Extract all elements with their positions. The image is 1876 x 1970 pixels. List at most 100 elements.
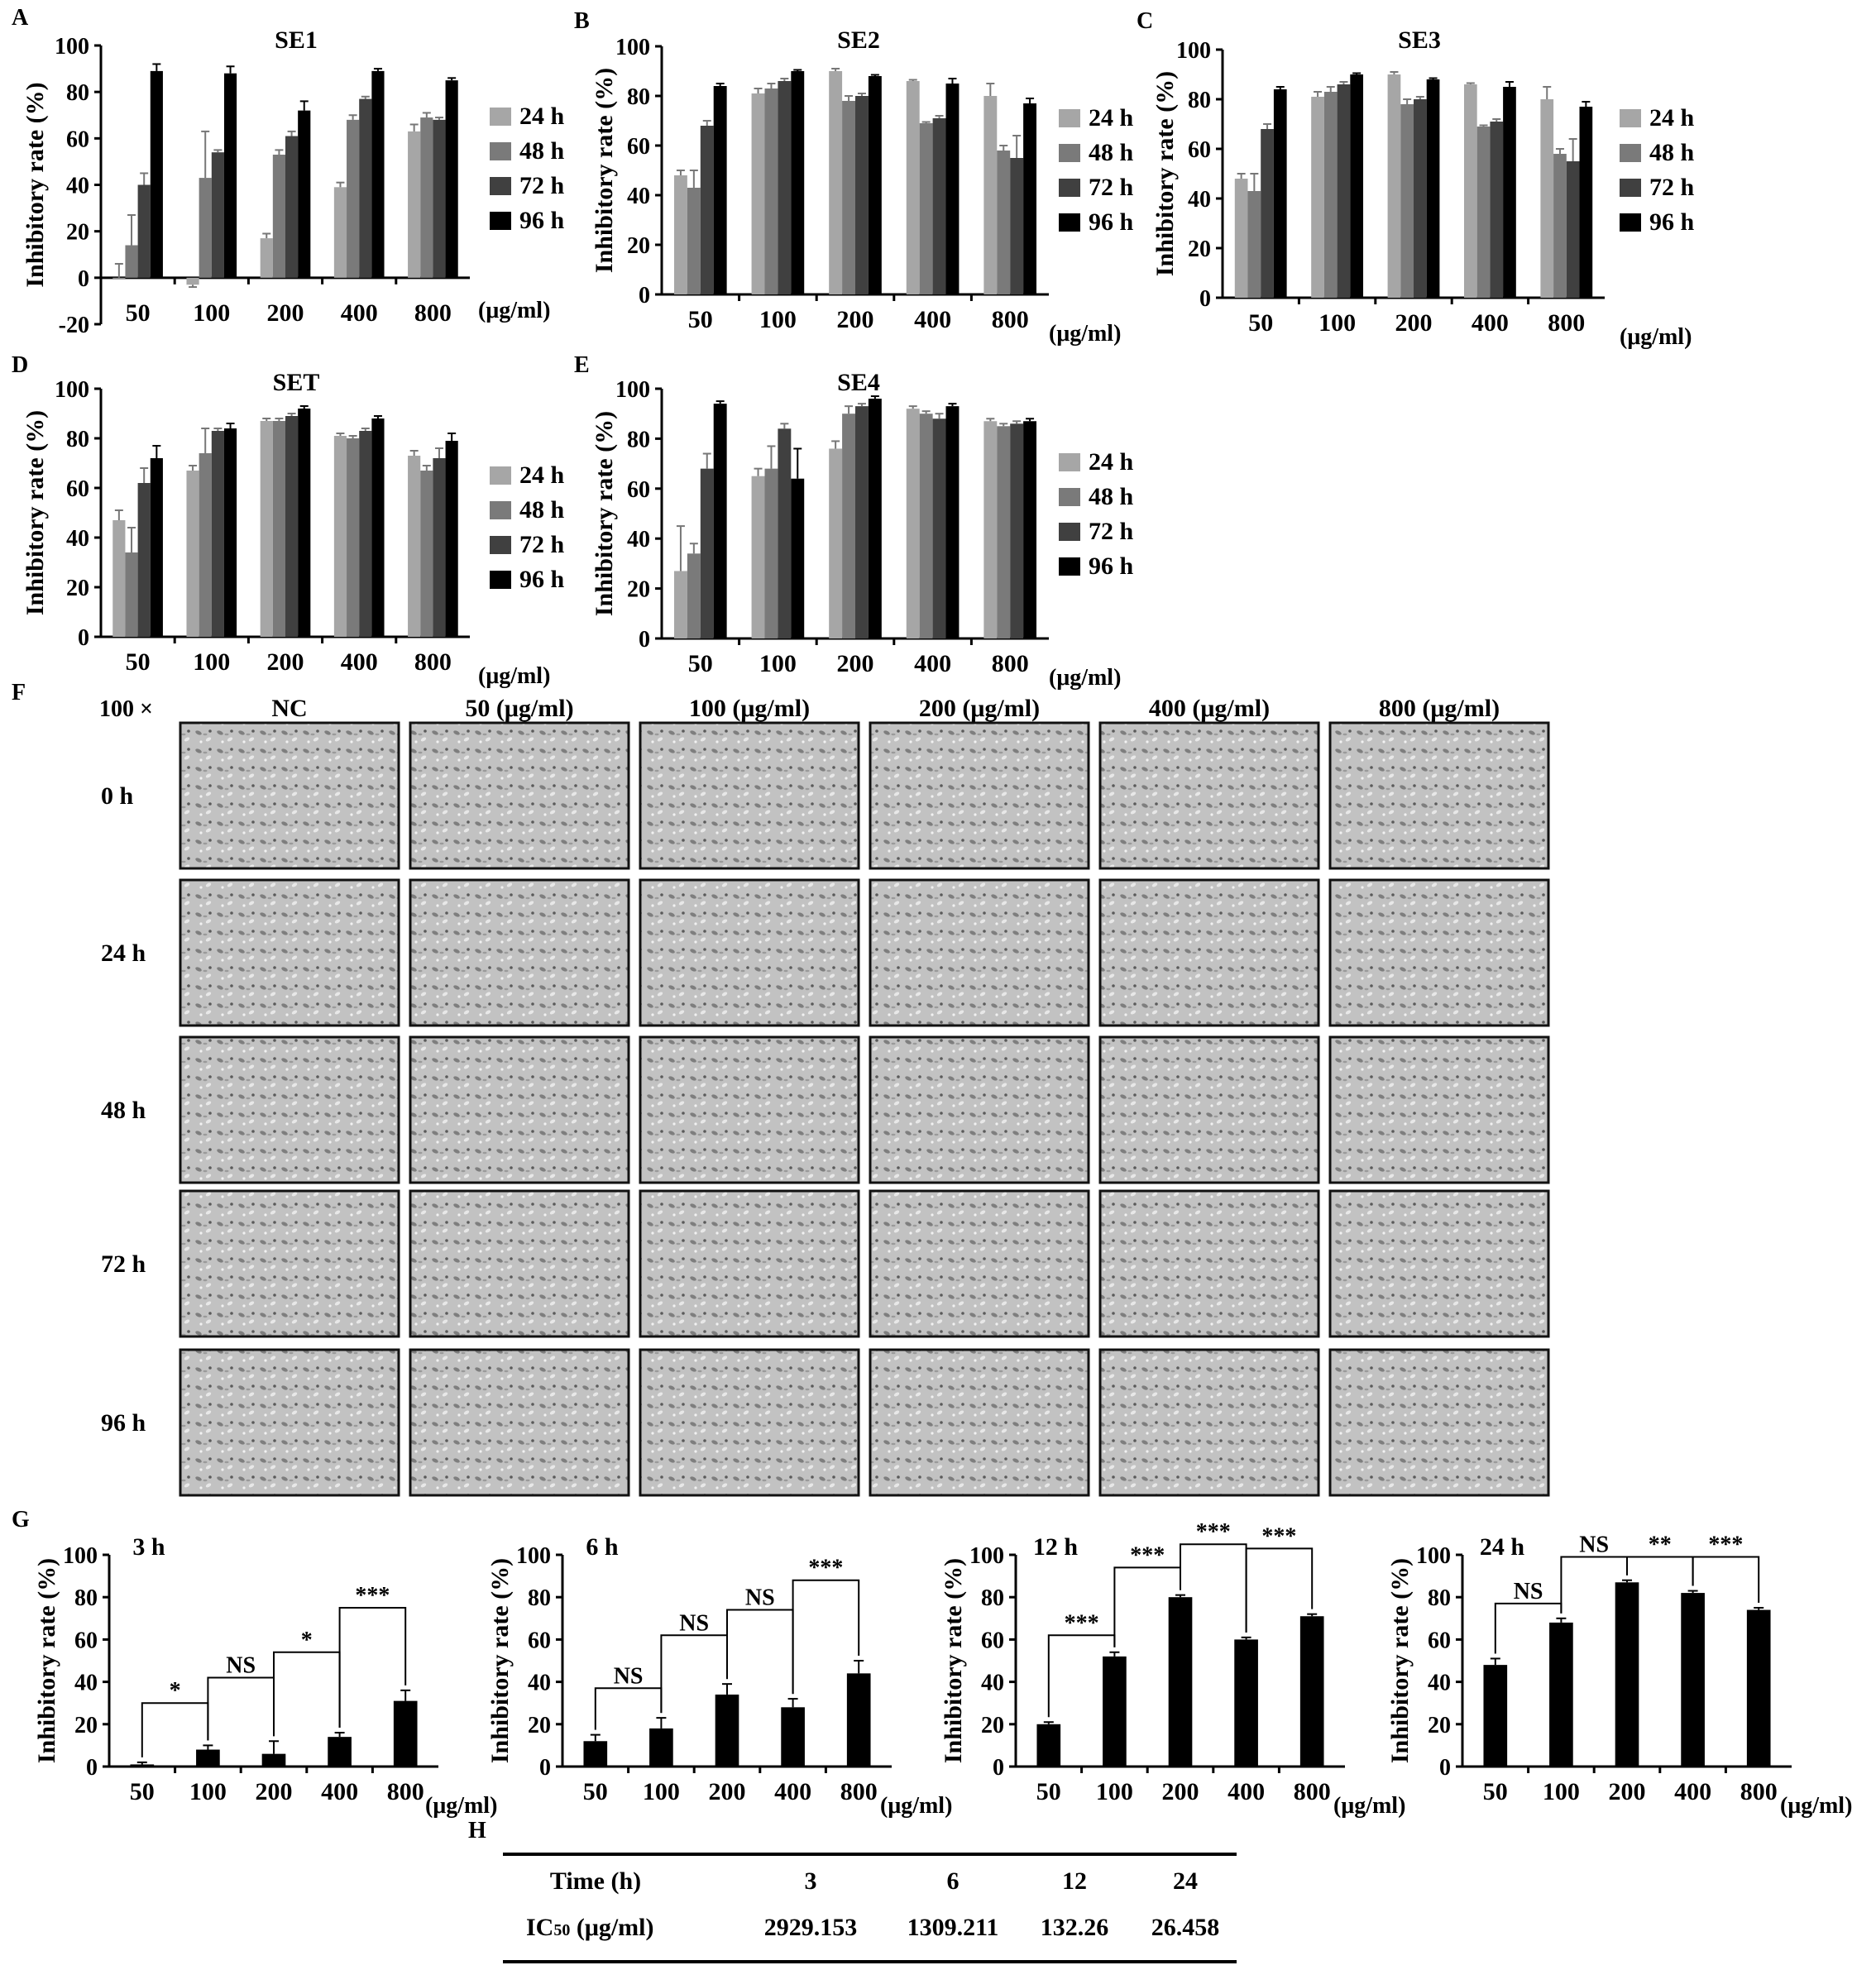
bar-100: [196, 1749, 220, 1767]
bar-48h-50: [687, 188, 701, 294]
y-tick-label: 80: [66, 427, 89, 452]
bar-48h-200: [272, 421, 285, 637]
legend-label: 24 h: [1089, 448, 1134, 476]
legend-label: 96 h: [1089, 208, 1134, 236]
significance-label: ***: [355, 1583, 390, 1609]
x-axis-unit: (μg/ml): [425, 1793, 497, 1819]
y-tick-label: 100: [615, 35, 650, 60]
x-tick-label: 800: [992, 306, 1029, 333]
x-tick-label: 50: [126, 648, 151, 676]
bar-24h-800: [983, 96, 998, 294]
bar-100: [649, 1728, 673, 1767]
bar-48h-400: [1476, 127, 1491, 298]
legend-label: 96 h: [1089, 552, 1134, 580]
x-tick-label: 50: [583, 1778, 608, 1805]
bar-800: [393, 1700, 418, 1767]
micrograph-image: [1328, 1348, 1550, 1497]
y-tick-label: 20: [1428, 1713, 1451, 1738]
legend-swatch: [1059, 523, 1080, 541]
legend-swatch: [1059, 453, 1080, 471]
legend-label: 48 h: [1089, 139, 1134, 166]
bar-72h-50: [700, 126, 714, 294]
x-tick-label: 100: [189, 1778, 227, 1805]
panel-label-a: A: [12, 5, 29, 31]
significance-bracket: [1692, 1556, 1760, 1603]
bar-200: [261, 1753, 286, 1767]
micrograph-grid: 100 × NC 50 (μg/ml) 100 (μg/ml) 200 (μg/ml)…: [99, 695, 1550, 1497]
y-tick-label: 60: [66, 127, 89, 152]
micrograph-image: [179, 721, 400, 870]
bar-48h-50: [1247, 191, 1261, 298]
chart-c: 0 20 40 60 80 100 50 100 200 400 800 SE3 Inhibitory …: [1151, 26, 1695, 350]
x-tick-label: 800: [1740, 1778, 1778, 1805]
legend-label: 96 h: [1649, 208, 1695, 236]
legend-swatch: [1620, 144, 1641, 162]
bar-48h-50: [687, 553, 701, 638]
bar-50: [130, 1764, 155, 1767]
y-tick-label: 100: [63, 1543, 98, 1569]
legend-swatch: [1620, 179, 1641, 197]
y-tick-label: 100: [516, 1543, 551, 1569]
bar-48h-400: [347, 119, 360, 278]
x-tick-label: 400: [774, 1778, 811, 1805]
chart-title: SE2: [837, 26, 880, 54]
legend-swatch: [490, 142, 511, 160]
y-axis-label: Inhibitory rate (%): [22, 410, 49, 615]
chart-title: 24 h: [1480, 1533, 1525, 1561]
chart-title: 6 h: [586, 1533, 619, 1561]
chart-title: SET: [273, 369, 320, 396]
y-tick-label: 0: [1199, 286, 1211, 312]
micrograph-image: [179, 1035, 400, 1184]
bar-96h-400: [371, 70, 385, 278]
bar-400: [328, 1737, 352, 1767]
row-header: 24 h: [101, 940, 146, 967]
y-tick-label: 40: [981, 1671, 1004, 1696]
table-header-6: 6: [947, 1867, 960, 1895]
bar-96h-100: [791, 478, 805, 638]
panel-label-h: H: [468, 1818, 486, 1843]
y-axis-label: Inhibitory rate (%): [22, 82, 49, 287]
legend-swatch: [490, 108, 511, 126]
table-cell-12h: 132.26: [1041, 1914, 1109, 1941]
chart-g2: 0 20 40 60 80 100 50 100 200 400 800 6 h Inhibitory …: [486, 1533, 952, 1819]
chart-b: 0 20 40 60 80 100 50 100 200 400 800 SE2 Inhibitory …: [591, 26, 1134, 347]
row-header: 48 h: [101, 1097, 146, 1124]
micrograph-image: [409, 878, 630, 1027]
y-tick-label: 20: [66, 220, 89, 246]
bar-72h-200: [855, 96, 869, 294]
legend-swatch: [1059, 144, 1080, 162]
bar-96h-400: [371, 418, 385, 637]
y-tick-label: 100: [969, 1543, 1004, 1569]
y-tick-label: 20: [627, 233, 650, 259]
bar-96h-200: [868, 399, 882, 638]
x-tick-label: 100: [193, 648, 230, 676]
y-tick-label: 0: [78, 625, 89, 651]
x-tick-label: 400: [321, 1778, 358, 1805]
bar-48h-50: [125, 552, 138, 637]
bar-96h-100: [223, 73, 237, 278]
x-tick-label: 200: [1162, 1778, 1199, 1805]
bar-72h-400: [359, 431, 372, 637]
x-tick-label: 200: [1395, 309, 1433, 337]
legend-label: 24 h: [519, 461, 565, 489]
bar-48h-100: [764, 88, 778, 294]
x-tick-label: 800: [992, 650, 1029, 677]
bar-96h-800: [445, 80, 458, 278]
legend-swatch: [490, 571, 511, 589]
y-tick-label: 40: [528, 1671, 551, 1696]
significance-label: NS: [226, 1652, 256, 1678]
legend-label: 72 h: [1089, 174, 1134, 201]
bar-72h-200: [1414, 99, 1427, 298]
table-cell-3h: 2929.153: [764, 1914, 858, 1941]
bar-48h-100: [199, 178, 212, 278]
x-tick-label: 100: [643, 1778, 680, 1805]
x-tick-label: 400: [341, 299, 378, 327]
legend-label: 24 h: [1649, 104, 1695, 131]
y-tick-label: 20: [1188, 237, 1211, 262]
micrograph-image: [179, 878, 400, 1027]
y-tick-label: 60: [1428, 1628, 1451, 1653]
legend-label: 48 h: [1089, 483, 1134, 510]
bar-800: [1299, 1616, 1324, 1767]
x-tick-label: 50: [126, 299, 151, 327]
significance-label: NS: [614, 1663, 644, 1689]
